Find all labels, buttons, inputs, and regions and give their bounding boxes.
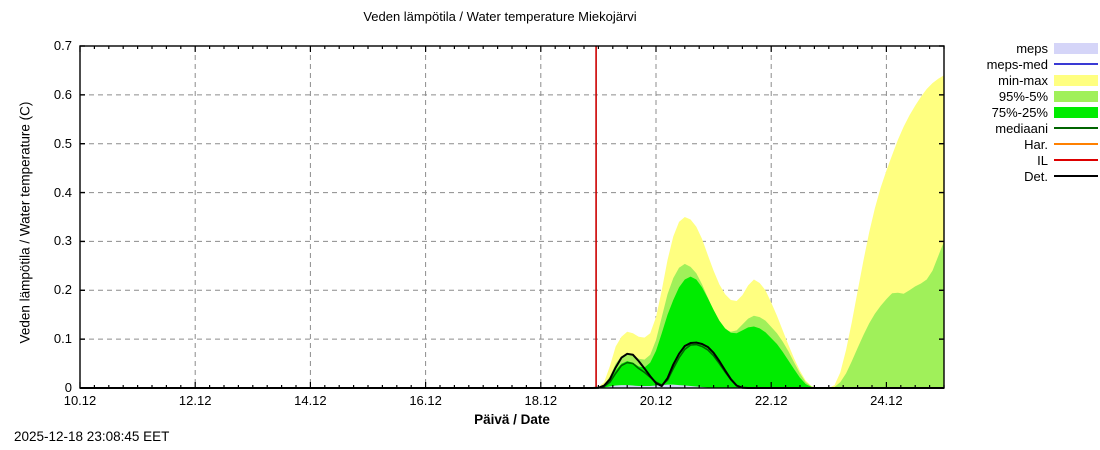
legend-swatch-det- [1054,175,1098,177]
y-tick-label: 0.4 [53,184,72,200]
y-tick-label: 0 [64,380,72,395]
legend-item-label: 75%-25% [991,104,1048,120]
legend-item: 75%-25% [962,104,1098,120]
band-75-25- [80,276,944,388]
y-tick-label: 0.1 [53,331,72,347]
legend-item: Har. [962,136,1098,152]
legend-item: Det. [962,168,1098,184]
legend-swatch-min-max [1054,74,1098,86]
x-tick-label: 16.12 [409,393,442,408]
legend-swatch-75-25- [1054,106,1098,118]
y-tick-label: 0.2 [53,282,72,298]
legend-swatch-meps [1054,42,1098,54]
legend-item: meps [962,40,1098,56]
x-tick-label: 18.12 [524,393,558,408]
legend-swatch-har- [1054,143,1098,145]
legend-item-label: IL [1037,152,1048,168]
legend-item: min-max [962,72,1098,88]
gridlines [80,46,944,388]
legend-swatch-il [1054,159,1098,161]
x-tick-label: 20.12 [639,393,673,408]
axis-ticks [79,45,945,389]
timestamp-label: 2025-12-18 23:08:45 EET [14,429,170,444]
x-tick-label: 12.12 [178,393,212,408]
legend-item-label: 95%-5% [998,88,1048,104]
legend-item: 95%-5% [962,88,1098,104]
data-bands [80,75,944,388]
y-tick-label: 0.6 [53,86,72,102]
x-tick-label: 24.12 [870,393,903,408]
chart-title: Veden lämpötila / Water temperature Miek… [363,9,637,24]
legend-item-label: meps-med [986,56,1048,72]
y-tick-label: 0.3 [53,233,72,249]
legend-item-label: meps [1016,40,1048,56]
legend-item-label: mediaani [995,120,1048,136]
legend-swatch-95-5- [1054,90,1098,102]
x-tick-label: 22.12 [754,393,788,408]
legend-swatch-mediaani [1054,127,1098,129]
legend-swatch-meps-med [1054,63,1098,65]
legend-item: meps-med [962,56,1098,72]
legend-item: mediaani [962,120,1098,136]
y-tick-label: 0.7 [53,38,72,53]
y-tick-label: 0.5 [53,135,72,151]
legend-item-label: min-max [998,72,1048,88]
legend-item-label: Det. [1024,168,1048,184]
chart-legend: meps meps-med min-max 95%-5% 75%-25% mediaani… [962,40,1098,184]
band-min-max [80,75,944,388]
x-tick-label: 10.12 [63,393,97,408]
plot-background [80,46,944,388]
x-axis-label: Päivä / Date [474,412,550,427]
legend-item-label: Har. [1024,136,1048,152]
legend-item: IL [962,152,1098,168]
x-tick-label: 14.12 [294,393,327,408]
